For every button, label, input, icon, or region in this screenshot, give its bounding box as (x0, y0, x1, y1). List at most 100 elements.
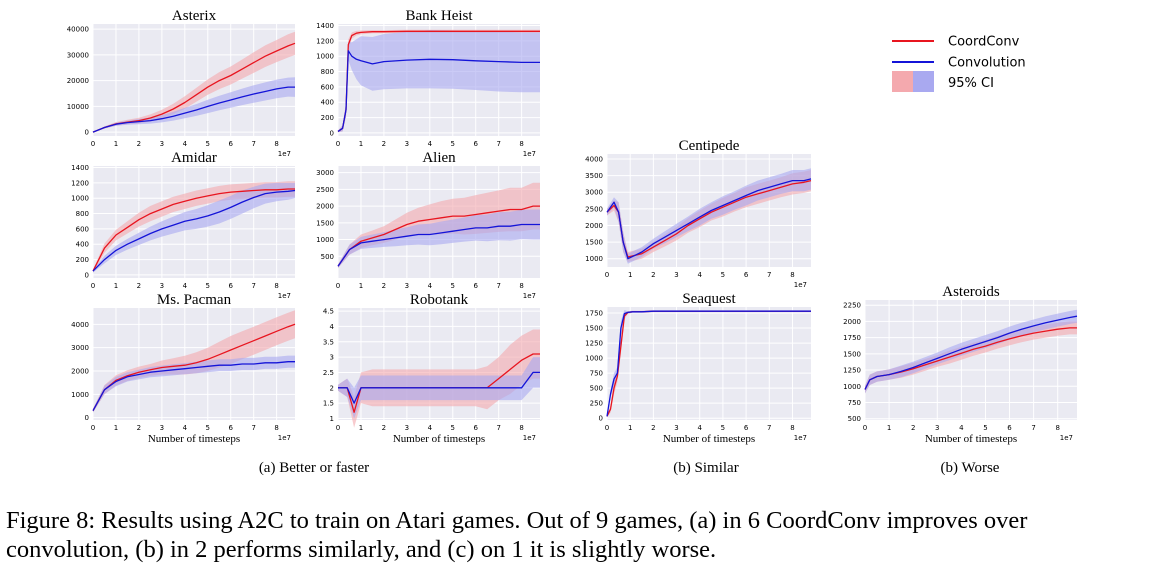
seaquest-ytick-label: 1000 (585, 355, 603, 363)
seaquest-xtick-label: 2 (651, 424, 655, 432)
seaquest-ytick-label: 500 (590, 385, 603, 393)
asteroids-xtick-label: 8 (1055, 424, 1059, 432)
robotank-ytick-label: 2 (330, 384, 334, 392)
ms-pacman-xtick-label: 3 (160, 424, 164, 432)
amidar-x-multiplier: 1e7 (278, 292, 291, 300)
alien-xtick-label: 3 (405, 282, 409, 290)
ms-pacman-xtick-label: 5 (206, 424, 210, 432)
figure-caption: Figure 8: Results using A2C to train on … (6, 507, 1028, 563)
asterix-ytick-label: 0 (85, 129, 89, 137)
robotank-xtick-label: 3 (405, 424, 409, 432)
bank-heist-xtick-label: 0 (336, 140, 340, 148)
seaquest-xtick-label: 0 (605, 424, 609, 432)
centipede-x-multiplier: 1e7 (794, 281, 807, 289)
seaquest-xtick-label: 8 (790, 424, 794, 432)
robotank-ytick-label: 2.5 (323, 369, 334, 377)
alien-ytick-label: 2500 (316, 186, 334, 194)
ms-pacman-xtick-label: 1 (114, 424, 118, 432)
amidar-xtick-label: 7 (251, 282, 255, 290)
seaquest-xtick-label: 4 (697, 424, 702, 432)
chart-ms-pacman: 0 1 2 3 4 5 6 7 8 0 1000 2000 3000 4000 1e7 Ms. Pacman N… (71, 292, 296, 445)
legend-swatch-ci-blue (913, 71, 934, 92)
group-label-worse: (b) Worse (941, 460, 1000, 476)
amidar-ytick-label: 400 (76, 241, 89, 249)
asterix-ytick-label: 40000 (67, 26, 89, 34)
seaquest-ytick-label: 0 (599, 415, 603, 423)
seaquest-title: Seaquest (682, 291, 736, 307)
ms-pacman-line-convolution (92, 361, 295, 412)
alien-ci-band-convolution (338, 209, 540, 268)
robotank-xtick-label: 8 (519, 424, 523, 432)
bank-heist-x-multiplier: 1e7 (523, 150, 536, 158)
chart-grid: 0 1 2 3 4 5 6 7 80100002000030000400001e7Asterix… (67, 8, 1078, 445)
bank-heist-xtick-label: 6 (473, 140, 478, 148)
chart-asteroids: 0 1 2 3 4 5 6 7 8 500 750 1000 1250 1500 1750 2000 2250 1… (843, 284, 1078, 445)
asteroids-ytick-label: 2000 (843, 318, 861, 326)
bank-heist-ytick-label: 200 (321, 114, 334, 122)
ms-pacman-xtick-label: 7 (251, 424, 255, 432)
centipede-xtick-label: 0 (605, 271, 609, 279)
ms-pacman-ytick-label: 3000 (71, 344, 89, 352)
centipede-xtick-label: 7 (767, 271, 771, 279)
chart-asterix: 0 1 2 3 4 5 6 7 8 0 10000 20000 30000 40000 1e7 Asterix (67, 8, 296, 158)
asterix-xtick-label: 8 (274, 140, 278, 148)
chart-centipede: 0 1 2 3 4 5 6 7 8 1000 1500 2000 2500 3000 3500 4000 1e7… (585, 138, 812, 289)
ms-pacman-ytick-label: 4000 (71, 321, 89, 329)
centipede-xtick-label: 1 (628, 271, 632, 279)
bank-heist-xtick-label: 4 (428, 140, 433, 148)
alien-xtick-label: 8 (519, 282, 523, 290)
robotank-ytick-label: 4.5 (323, 308, 334, 316)
amidar-ytick-label: 1400 (71, 164, 89, 172)
amidar-xtick-label: 3 (160, 282, 164, 290)
ms-pacman-xtick-label: 6 (228, 424, 233, 432)
seaquest-xtick-label: 5 (721, 424, 725, 432)
chart-robotank: 0 1 2 3 4 5 6 7 811.522.533.544.51e7RobotankNumb… (323, 292, 540, 445)
amidar-xtick-label: 0 (91, 282, 95, 290)
bank-heist-ytick-label: 0 (330, 129, 334, 137)
ms-pacman-ytick-label: 0 (85, 414, 89, 422)
asterix-ci-band-convolution (93, 77, 295, 133)
group-label-better: (a) Better or faster (259, 460, 369, 476)
centipede-xtick-label: 8 (790, 271, 794, 279)
ms-pacman-title: Ms. Pacman (157, 292, 232, 308)
asterix-x-multiplier: 1e7 (278, 150, 291, 158)
centipede-ci-band-convolution (607, 168, 811, 264)
asteroids-ytick-label: 1250 (843, 367, 861, 375)
asteroids-ytick-label: 1500 (843, 350, 861, 358)
asterix-xtick-label: 0 (91, 140, 95, 148)
ms-pacman-ytick-label: 1000 (71, 391, 89, 399)
legend-label-coordconv: CoordConv (948, 35, 1020, 50)
asterix-ci-band-coordconv (93, 31, 295, 133)
asteroids-ci-band-convolution (865, 309, 1077, 394)
amidar-ytick-label: 600 (76, 225, 89, 233)
centipede-ytick-label: 1500 (585, 239, 603, 247)
legend: CoordConv Convolution 95% CI (892, 35, 1026, 92)
legend-label-ci: 95% CI (948, 76, 994, 91)
asteroids-title: Asteroids (942, 284, 1000, 300)
robotank-ytick-label: 1.5 (323, 400, 334, 408)
asteroids-xtick-label: 2 (911, 424, 915, 432)
seaquest-plot-area (607, 307, 811, 420)
centipede-xtick-label: 4 (697, 271, 702, 279)
amidar-xtick-label: 8 (274, 282, 278, 290)
bank-heist-ytick-label: 1200 (316, 37, 334, 45)
asteroids-xtick-label: 7 (1031, 424, 1035, 432)
robotank-ytick-label: 3 (330, 354, 334, 362)
asteroids-xtick-label: 1 (887, 424, 891, 432)
seaquest-xtick-label: 6 (744, 424, 749, 432)
alien-xtick-label: 4 (428, 282, 433, 290)
asterix-xtick-label: 1 (114, 140, 118, 148)
seaquest-xtick-label: 3 (674, 424, 678, 432)
bank-heist-title: Bank Heist (405, 8, 473, 24)
robotank-xlabel: Number of timesteps (393, 433, 485, 445)
alien-xtick-label: 2 (382, 282, 386, 290)
alien-line-coordconv (337, 205, 540, 267)
bank-heist-xtick-label: 5 (451, 140, 455, 148)
bank-heist-xtick-label: 7 (496, 140, 500, 148)
centipede-ytick-label: 1000 (585, 255, 603, 263)
asterix-xtick-label: 5 (206, 140, 210, 148)
amidar-line-convolution (92, 189, 296, 272)
asteroids-ytick-label: 750 (848, 399, 861, 407)
robotank-title: Robotank (410, 292, 469, 308)
